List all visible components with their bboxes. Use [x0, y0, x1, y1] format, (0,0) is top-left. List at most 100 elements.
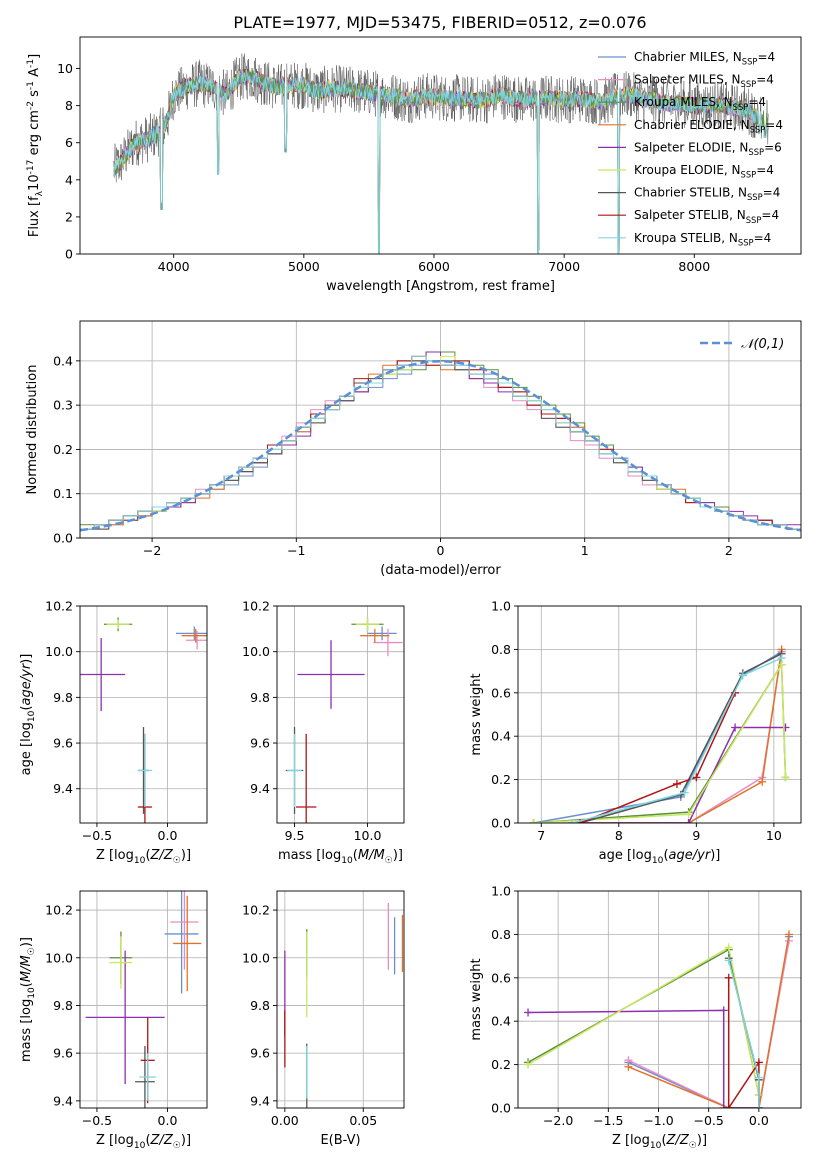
y-axis-label: mass weight: [469, 958, 484, 1040]
y-tick-label: 0.6: [491, 685, 511, 700]
x-axis-label: wavelength [Angstrom, rest frame]: [326, 279, 555, 294]
x-tick-label: 9.5: [285, 828, 305, 843]
x-tick-label: 10.0: [354, 828, 382, 843]
x-tick-label: 0.00: [271, 1113, 299, 1128]
error-point-4: [297, 640, 365, 709]
error-point-7: [295, 733, 317, 823]
weight-marker: [672, 779, 681, 788]
weight-line-2: [524, 945, 763, 1099]
mass-vs-ebv-panel: 0.00 0.05 9.4 9.6 9.8 10.0 10.2 E(B-V): [242, 890, 405, 1148]
weight-marker: [684, 810, 693, 819]
y-tick-label: 1.0: [491, 599, 511, 614]
x-axis-label: mass [log10(M/M☉)]: [278, 848, 403, 866]
spectrum-line-8: [113, 68, 769, 254]
y-axis-label: Normed distribution: [25, 365, 40, 495]
y-tick-label: 0.2: [53, 442, 73, 457]
y-tick-label: 0.2: [491, 772, 511, 787]
y-tick-label: 0.8: [491, 927, 511, 942]
plot-area: [80, 617, 207, 823]
y-tick-label: 10.0: [242, 644, 270, 659]
y-tick-label: 4: [65, 172, 73, 187]
weight-path: [533, 662, 787, 823]
error-point-5: [109, 936, 133, 989]
axes-frame: [517, 605, 802, 824]
legend-entry: Salpeter STELIB, NSSP=4: [634, 208, 779, 225]
weight-path: [628, 934, 790, 1108]
error-point-1: [170, 891, 199, 970]
weight-marker: [529, 819, 538, 823]
y-tick-label: 0.8: [491, 642, 511, 657]
age-vs-z-panel: −0.5 0.0 9.4 9.6 9.8 10.0 10.2 Z [log10(Z/Z☉)] a…: [19, 599, 208, 866]
weight-marker: [524, 1008, 533, 1017]
error-point-1: [185, 631, 207, 650]
y-tick-label: 0.4: [491, 1014, 511, 1029]
x-tick-label: −0.5: [693, 1113, 723, 1128]
error-point-8: [137, 733, 152, 808]
y-tick-label: 0: [65, 247, 73, 262]
x-tick-label: 6000: [418, 259, 450, 274]
plot-area: [80, 351, 801, 538]
weight-path: [572, 726, 786, 823]
plot-area: [524, 930, 793, 1108]
weight-vs-age-panel: 7 8 9 10 0.0 0.2 0.4 0.6 0.8 1.0 age [log10(age/yr…: [469, 599, 802, 866]
y-tick-label: 1.0: [491, 884, 511, 899]
error-point-4: [85, 950, 165, 1085]
x-tick-label: −2: [143, 543, 161, 558]
weight-path: [533, 651, 783, 823]
x-tick-label: 5000: [288, 259, 320, 274]
y-tick-label: 10.2: [242, 599, 270, 614]
y-tick-label: 9.6: [250, 1046, 270, 1061]
x-tick-label: −1.5: [593, 1113, 623, 1128]
x-tick-label: 0.0: [158, 828, 178, 843]
weight-marker: [724, 956, 733, 965]
y-tick-label: 0.0: [491, 1101, 511, 1116]
y-tick-label: 10.2: [45, 903, 73, 918]
plot-area: [284, 902, 404, 1108]
error-point-3: [360, 628, 390, 643]
y-tick-label: 0.2: [491, 1057, 511, 1072]
weight-marker: [754, 1073, 763, 1082]
weight-marker: [777, 654, 786, 663]
x-tick-label: 7: [537, 828, 545, 843]
weight-line-8: [568, 654, 786, 823]
x-tick-label: −2.0: [543, 1113, 573, 1128]
weight-marker: [781, 723, 790, 732]
legend-entry: Chabrier MILES, NSSP=4: [634, 50, 775, 67]
y-tick-label: 2: [65, 209, 73, 224]
y-tick-label: 9.4: [53, 1093, 73, 1108]
weight-marker: [524, 1060, 533, 1069]
error-point-0: [164, 891, 199, 994]
error-point-0: [367, 626, 397, 641]
weight-line-5: [524, 943, 763, 1099]
x-tick-label: −1: [287, 543, 305, 558]
y-tick-label: 9.6: [53, 1046, 73, 1061]
y-axis-label: age [log10(age/yr)]: [19, 654, 37, 776]
x-tick-label: 2: [725, 543, 733, 558]
x-tick-label: 0.0: [158, 1113, 178, 1128]
residual-hist-panel: −2 −1 0 1 2 0.0 0.1 0.2 0.3 0.4 (data-model)/error…: [25, 320, 802, 578]
x-axis-label: Z [log10(Z/Z☉)]: [96, 1133, 191, 1151]
legend-entry: Kroupa ELODIE, NSSP=4: [634, 163, 774, 180]
error-point-3: [173, 895, 202, 992]
legend-entry: Chabrier STELIB, NSSP=4: [634, 186, 780, 203]
axes-frame: [79, 36, 802, 255]
y-tick-label: 10.0: [242, 950, 270, 965]
weight-marker: [758, 777, 767, 786]
axes-frame: [79, 605, 208, 824]
weight-line-8: [724, 956, 763, 1108]
weight-marker: [684, 819, 693, 823]
weight-line-2: [529, 660, 790, 823]
x-tick-label: −1.0: [643, 1113, 673, 1128]
legend-entry: Salpeter MILES, NSSP=4: [634, 73, 774, 90]
weight-marker: [724, 1104, 733, 1108]
weight-path: [579, 653, 782, 823]
error-point-6: [135, 1046, 155, 1108]
y-tick-label: 0.4: [53, 353, 73, 368]
weight-marker: [719, 1006, 728, 1015]
weight-marker: [724, 943, 733, 952]
y-tick-label: 6: [65, 135, 73, 150]
y-tick-label: 9.8: [53, 690, 73, 705]
error-point-3: [181, 628, 207, 643]
weight-marker: [624, 1062, 633, 1071]
x-axis-label: (data-model)/error: [380, 563, 501, 578]
